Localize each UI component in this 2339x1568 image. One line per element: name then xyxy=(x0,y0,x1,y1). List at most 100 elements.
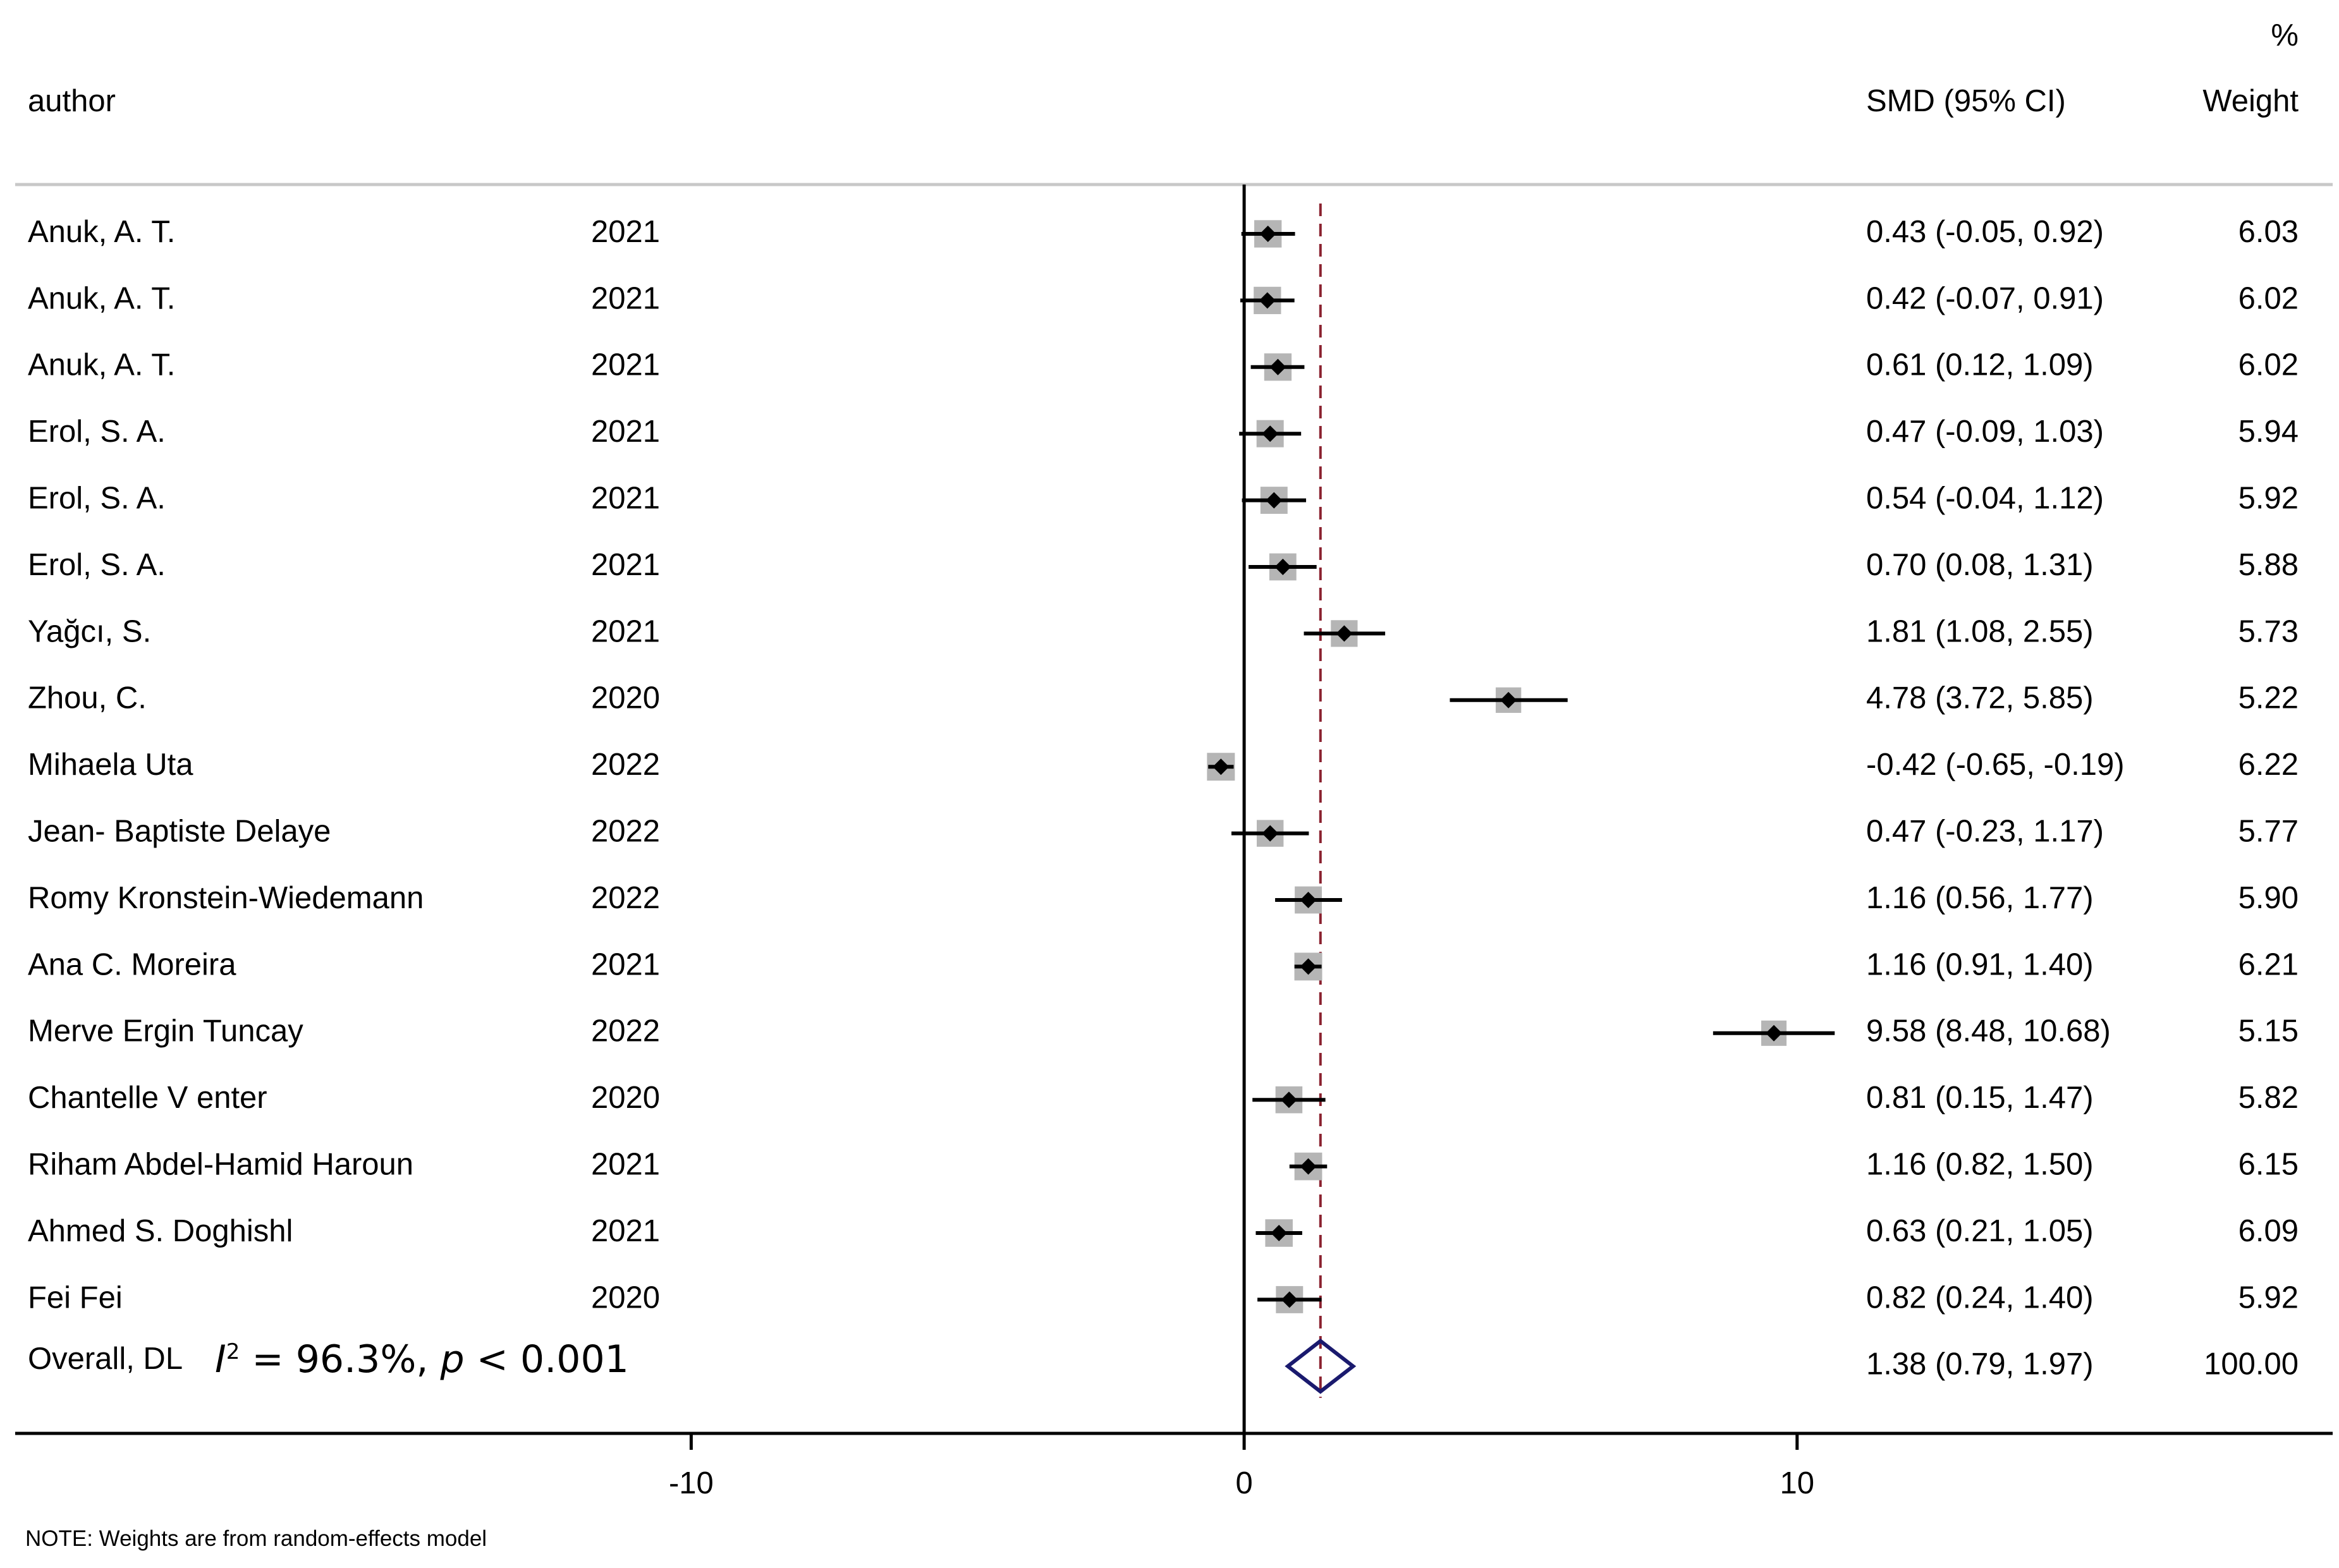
study-year: 2021 xyxy=(591,348,660,382)
overall-label: Overall, DL xyxy=(28,1342,183,1376)
point-estimate xyxy=(1262,425,1279,442)
study-smd-ci: 0.47 (-0.23, 1.17) xyxy=(1866,815,2104,849)
study-smd-ci: 0.81 (0.15, 1.47) xyxy=(1866,1081,2094,1115)
study-smd-ci: 0.82 (0.24, 1.40) xyxy=(1866,1280,2094,1315)
i2-symbol: I xyxy=(215,1337,226,1382)
study-weight: 5.15 xyxy=(2238,1014,2299,1048)
x-tick-label: -10 xyxy=(669,1466,714,1500)
study-author: Ana C. Moreira xyxy=(28,947,236,982)
study-weight: 5.77 xyxy=(2238,815,2299,849)
study-year: 2021 xyxy=(591,415,660,449)
study-year: 2021 xyxy=(591,215,660,249)
study-weight: 5.82 xyxy=(2238,1081,2299,1115)
p-symbol: p xyxy=(440,1337,465,1382)
study-year: 2021 xyxy=(591,281,660,315)
study-smd-ci: 0.54 (-0.04, 1.12) xyxy=(1866,482,2104,516)
study-year: 2022 xyxy=(591,815,660,849)
study-author: Romy Kronstein-Wiedemann xyxy=(28,881,424,915)
study-weight: 6.21 xyxy=(2238,947,2299,982)
study-author: Riham Abdel-Hamid Haroun xyxy=(28,1148,413,1182)
study-year: 2021 xyxy=(591,482,660,516)
study-smd-ci: 0.43 (-0.05, 0.92) xyxy=(1866,215,2104,249)
point-estimate xyxy=(1280,1091,1297,1109)
study-author: Merve Ergin Tuncay xyxy=(28,1014,303,1048)
x-tick-label: 10 xyxy=(1780,1466,1815,1500)
point-estimate xyxy=(1336,625,1353,642)
study-author: Anuk, A. T. xyxy=(28,215,175,249)
study-weight: 5.92 xyxy=(2238,1280,2299,1315)
study-weight: 5.92 xyxy=(2238,482,2299,516)
point-estimate xyxy=(1259,226,1276,242)
study-author: Anuk, A. T. xyxy=(28,348,175,382)
study-weight: 5.22 xyxy=(2238,681,2299,715)
point-estimate xyxy=(1281,1291,1298,1308)
study-year: 2021 xyxy=(591,947,660,982)
study-smd-ci: 0.63 (0.21, 1.05) xyxy=(1866,1214,2094,1248)
study-author: Fei Fei xyxy=(28,1280,123,1315)
footnote: NOTE: Weights are from random-effects mo… xyxy=(25,1526,487,1551)
study-year: 2021 xyxy=(591,614,660,648)
point-estimate xyxy=(1212,758,1230,775)
study-year: 2021 xyxy=(591,1214,660,1248)
study-smd-ci: 1.16 (0.91, 1.40) xyxy=(1866,947,2094,982)
header-author: author xyxy=(28,84,116,118)
point-estimate xyxy=(1300,1158,1317,1175)
study-weight: 6.15 xyxy=(2238,1148,2299,1182)
study-weight: 5.94 xyxy=(2238,415,2299,449)
study-author: Erol, S. A. xyxy=(28,482,166,516)
study-year: 2022 xyxy=(591,1014,660,1048)
header-smd: SMD (95% CI) xyxy=(1866,84,2066,118)
header-weight-percent: % xyxy=(2271,18,2299,52)
study-author: Mihaela Uta xyxy=(28,748,193,782)
study-weight: 5.88 xyxy=(2238,548,2299,582)
overall-smd-ci: 1.38 (0.79, 1.97) xyxy=(1866,1347,2094,1382)
study-smd-ci: 0.70 (0.08, 1.31) xyxy=(1866,548,2094,582)
overall-weight: 100.00 xyxy=(2204,1347,2299,1382)
point-estimate xyxy=(1262,825,1279,842)
study-weight: 6.02 xyxy=(2238,281,2299,315)
point-estimate xyxy=(1271,1225,1288,1241)
study-author: Yağcı, S. xyxy=(28,614,151,648)
study-year: 2020 xyxy=(591,681,660,715)
study-author: Erol, S. A. xyxy=(28,548,166,582)
heterogeneity-statistic: I2 = 96.3%, p < 0.001 xyxy=(215,1337,629,1382)
point-estimate xyxy=(1269,358,1286,375)
point-estimate xyxy=(1259,292,1276,309)
study-year: 2020 xyxy=(591,1280,660,1315)
study-smd-ci: 4.78 (3.72, 5.85) xyxy=(1866,681,2094,715)
overall-diamond xyxy=(1285,1339,1357,1394)
study-author: Anuk, A. T. xyxy=(28,281,175,315)
point-estimate xyxy=(1300,892,1317,908)
study-author: Zhou, C. xyxy=(28,681,147,715)
study-year: 2022 xyxy=(591,881,660,915)
study-year: 2020 xyxy=(591,1081,660,1115)
study-weight: 6.02 xyxy=(2238,348,2299,382)
study-year: 2021 xyxy=(591,1148,660,1182)
study-weight: 6.09 xyxy=(2238,1214,2299,1248)
study-smd-ci: -0.42 (-0.65, -0.19) xyxy=(1866,748,2125,782)
study-weight: 6.03 xyxy=(2238,215,2299,249)
study-smd-ci: 9.58 (8.48, 10.68) xyxy=(1866,1014,2111,1048)
point-estimate xyxy=(1274,559,1292,575)
study-year: 2021 xyxy=(591,548,660,582)
study-weight: 6.22 xyxy=(2238,748,2299,782)
point-estimate xyxy=(1500,691,1517,708)
study-smd-ci: 1.81 (1.08, 2.55) xyxy=(1866,614,2094,648)
study-year: 2022 xyxy=(591,748,660,782)
study-smd-ci: 0.61 (0.12, 1.09) xyxy=(1866,348,2094,382)
x-tick-label: 0 xyxy=(1235,1466,1252,1500)
point-estimate xyxy=(1766,1024,1783,1042)
study-weight: 5.73 xyxy=(2238,614,2299,648)
study-author: Erol, S. A. xyxy=(28,415,166,449)
study-weight: 5.90 xyxy=(2238,881,2299,915)
study-author: Chantelle V enter xyxy=(28,1081,267,1115)
study-author: Jean- Baptiste Delaye xyxy=(28,815,331,849)
header-weight: Weight xyxy=(2202,84,2299,118)
point-estimate xyxy=(1300,958,1317,975)
p-value: < 0.001 xyxy=(464,1337,629,1382)
study-smd-ci: 0.47 (-0.09, 1.03) xyxy=(1866,415,2104,449)
study-author: Ahmed S. Doghishl xyxy=(28,1214,293,1248)
i2-value: = 96.3%, xyxy=(240,1337,441,1382)
study-smd-ci: 0.42 (-0.07, 0.91) xyxy=(1866,281,2104,315)
